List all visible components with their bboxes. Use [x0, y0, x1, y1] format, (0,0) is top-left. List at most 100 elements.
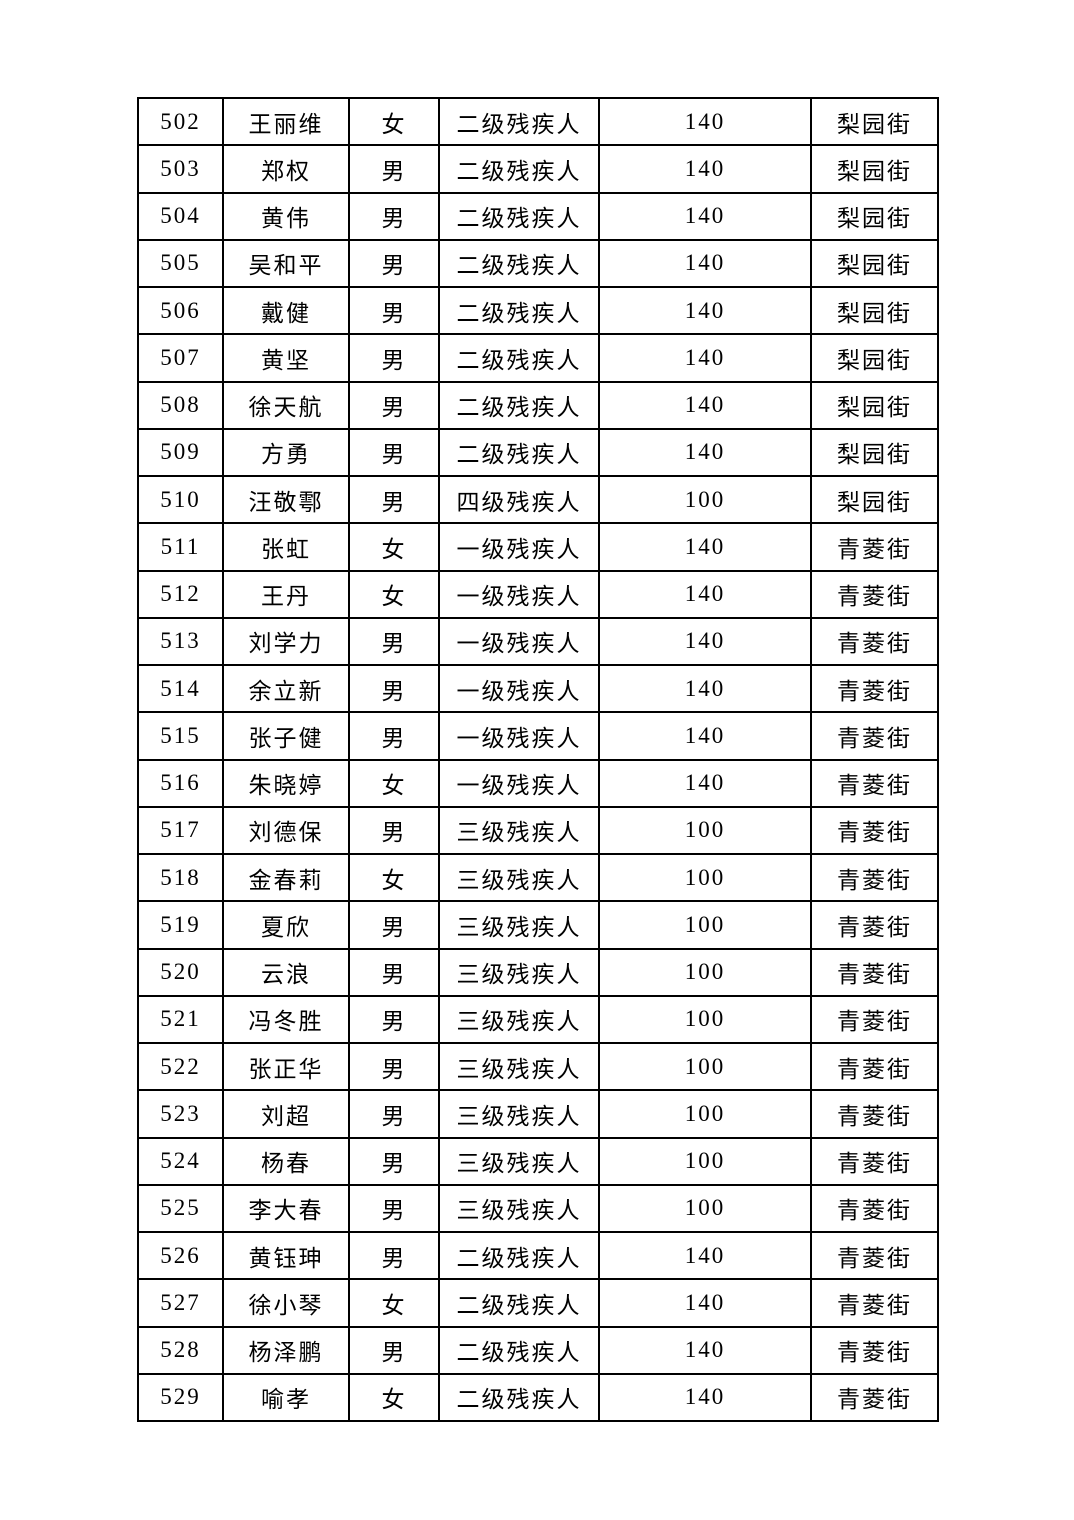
- cell-street: 青菱街: [810, 994, 939, 1045]
- cell-amount: 100: [598, 474, 812, 525]
- cell-gender: 女: [348, 96, 440, 147]
- table-row: 512 王丹女一级残疾人 140 青菱街: [137, 569, 939, 619]
- cell-name: 刘超: [222, 1089, 350, 1139]
- cell-gender: 男: [348, 191, 440, 241]
- cell-street: 青菱街: [810, 522, 939, 572]
- table-row: 523 刘超男三级残疾人 100 青菱街: [137, 1089, 939, 1139]
- cell-disability-level: 三级残疾人: [438, 1183, 600, 1234]
- table-row: 506 戴健男二级残疾人 140 梨园街: [137, 285, 939, 336]
- cell-street: 梨园街: [810, 333, 939, 383]
- cell-street: 青菱街: [810, 758, 939, 808]
- cell-gender: 女: [348, 569, 440, 619]
- table-row: 522 张正华男三级残疾人 100 青菱街: [137, 1041, 939, 1092]
- cell-amount: 140: [598, 663, 812, 714]
- table-row: 511 张虹女一级残疾人 140 青菱街: [137, 522, 939, 572]
- cell-street: 青菱街: [810, 616, 939, 667]
- cell-gender: 男: [348, 285, 440, 336]
- cell-name: 吴和平: [222, 238, 350, 289]
- cell-street: 青菱街: [810, 1041, 939, 1092]
- table-row: 509 方勇男二级残疾人 140 梨园街: [137, 427, 939, 478]
- cell-number: 527: [137, 1278, 224, 1328]
- cell-name: 喻孝: [222, 1372, 350, 1423]
- cell-name: 张子健: [222, 711, 350, 761]
- cell-number: 510: [137, 474, 224, 525]
- cell-name: 刘德保: [222, 805, 350, 856]
- cell-disability-level: 二级残疾人: [438, 380, 600, 430]
- cell-name: 戴健: [222, 285, 350, 336]
- cell-number: 511: [137, 522, 224, 572]
- cell-disability-level: 二级残疾人: [438, 238, 600, 289]
- cell-disability-level: 二级残疾人: [438, 427, 600, 478]
- cell-number: 504: [137, 191, 224, 241]
- cell-disability-level: 二级残疾人: [438, 1325, 600, 1375]
- cell-amount: 140: [598, 1278, 812, 1328]
- cell-street: 青菱街: [810, 1183, 939, 1234]
- cell-number: 502: [137, 96, 224, 147]
- cell-disability-level: 三级残疾人: [438, 994, 600, 1045]
- cell-name: 张正华: [222, 1041, 350, 1092]
- cell-name: 王丹: [222, 569, 350, 619]
- cell-amount: 140: [598, 96, 812, 147]
- cell-street: 青菱街: [810, 900, 939, 950]
- cell-street: 梨园街: [810, 96, 939, 147]
- cell-name: 冯冬胜: [222, 994, 350, 1045]
- cell-name: 余立新: [222, 663, 350, 714]
- table-row: 516 朱晓婷女一级残疾人 140 青菱街: [137, 758, 939, 808]
- cell-disability-level: 三级残疾人: [438, 805, 600, 856]
- cell-disability-level: 三级残疾人: [438, 1041, 600, 1092]
- cell-number: 514: [137, 663, 224, 714]
- cell-name: 徐小琴: [222, 1278, 350, 1328]
- cell-street: 梨园街: [810, 474, 939, 525]
- cell-name: 徐天航: [222, 380, 350, 430]
- cell-number: 519: [137, 900, 224, 950]
- table-row: 508 徐天航男二级残疾人 140 梨园街: [137, 380, 939, 430]
- cell-gender: 女: [348, 522, 440, 572]
- cell-number: 520: [137, 947, 224, 997]
- cell-street: 梨园街: [810, 238, 939, 289]
- cell-gender: 男: [348, 616, 440, 667]
- cell-gender: 女: [348, 1372, 440, 1423]
- cell-gender: 男: [348, 474, 440, 525]
- cell-disability-level: 二级残疾人: [438, 144, 600, 194]
- cell-number: 526: [137, 1230, 224, 1281]
- table-row: 526 黄钰珅男二级残疾人 140 青菱街: [137, 1230, 939, 1281]
- cell-gender: 男: [348, 238, 440, 289]
- table-row: 519 夏欣男三级残疾人 100 青菱街: [137, 900, 939, 950]
- cell-gender: 男: [348, 1089, 440, 1139]
- cell-gender: 男: [348, 1136, 440, 1186]
- table-row: 518 金春莉女三级残疾人 100 青菱街: [137, 852, 939, 903]
- cell-street: 青菱街: [810, 805, 939, 856]
- table-row: 514 余立新男一级残疾人 140 青菱街: [137, 663, 939, 714]
- table-row: 524 杨春男三级残疾人 100 青菱街: [137, 1136, 939, 1186]
- cell-gender: 男: [348, 380, 440, 430]
- cell-gender: 男: [348, 805, 440, 856]
- cell-disability-level: 二级残疾人: [438, 191, 600, 241]
- cell-amount: 140: [598, 285, 812, 336]
- cell-name: 郑权: [222, 144, 350, 194]
- cell-street: 青菱街: [810, 711, 939, 761]
- cell-amount: 140: [598, 333, 812, 383]
- cell-name: 张虹: [222, 522, 350, 572]
- cell-amount: 140: [598, 711, 812, 761]
- cell-amount: 100: [598, 900, 812, 950]
- cell-amount: 140: [598, 616, 812, 667]
- cell-number: 524: [137, 1136, 224, 1186]
- cell-amount: 140: [598, 522, 812, 572]
- table-row: 503 郑权男二级残疾人 140 梨园街: [137, 144, 939, 194]
- cell-number: 517: [137, 805, 224, 856]
- table-row: 527 徐小琴女二级残疾人 140 青菱街: [137, 1278, 939, 1328]
- cell-amount: 100: [598, 805, 812, 856]
- cell-number: 529: [137, 1372, 224, 1423]
- cell-amount: 100: [598, 1136, 812, 1186]
- cell-number: 507: [137, 333, 224, 383]
- cell-street: 青菱街: [810, 1372, 939, 1423]
- cell-name: 李大春: [222, 1183, 350, 1234]
- cell-street: 梨园街: [810, 427, 939, 478]
- cell-disability-level: 三级残疾人: [438, 1136, 600, 1186]
- cell-disability-level: 一级残疾人: [438, 616, 600, 667]
- cell-gender: 男: [348, 1325, 440, 1375]
- cell-disability-level: 一级残疾人: [438, 522, 600, 572]
- cell-name: 夏欣: [222, 900, 350, 950]
- cell-disability-level: 三级残疾人: [438, 900, 600, 950]
- cell-amount: 140: [598, 569, 812, 619]
